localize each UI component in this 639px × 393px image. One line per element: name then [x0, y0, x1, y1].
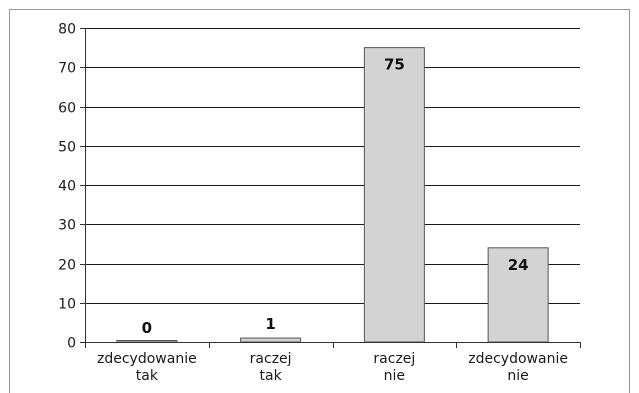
y-tick-label: 50	[58, 140, 76, 156]
category-label: tak	[260, 368, 283, 384]
y-tick-label: 30	[58, 218, 76, 234]
y-tick-label: 0	[67, 336, 76, 352]
category-label: nie	[507, 368, 528, 384]
data-label: 75	[384, 56, 405, 74]
y-tick-labels: 0 10 20 30 40 50 60 70 80	[58, 22, 76, 352]
y-tick-label: 60	[58, 101, 76, 117]
bar	[487, 247, 549, 343]
bar	[116, 340, 178, 343]
bars	[116, 47, 549, 343]
category-label: tak	[136, 368, 159, 384]
chart-frame	[9, 9, 630, 393]
y-tick-label: 20	[58, 258, 76, 274]
data-labels: 0 1 75 24	[142, 56, 529, 337]
bar	[240, 337, 302, 343]
x-category-labels: zdecydowanietakraczejtakraczejniezdecydo…	[97, 351, 568, 384]
y-tick-label: 10	[58, 297, 76, 313]
gridlines	[85, 28, 580, 304]
data-label: 24	[508, 256, 529, 274]
y-tick-label: 40	[58, 179, 76, 195]
category-label: raczej	[250, 351, 292, 367]
category-label: nie	[384, 368, 405, 384]
category-label: raczej	[373, 351, 415, 367]
bar	[363, 47, 425, 343]
y-tick-label: 80	[58, 22, 76, 38]
y-tick-label: 70	[58, 61, 76, 77]
data-label: 0	[142, 319, 152, 337]
category-label: zdecydowanie	[468, 351, 568, 367]
category-label: zdecydowanie	[97, 351, 197, 367]
data-label: 1	[265, 315, 275, 333]
axes	[80, 28, 581, 348]
